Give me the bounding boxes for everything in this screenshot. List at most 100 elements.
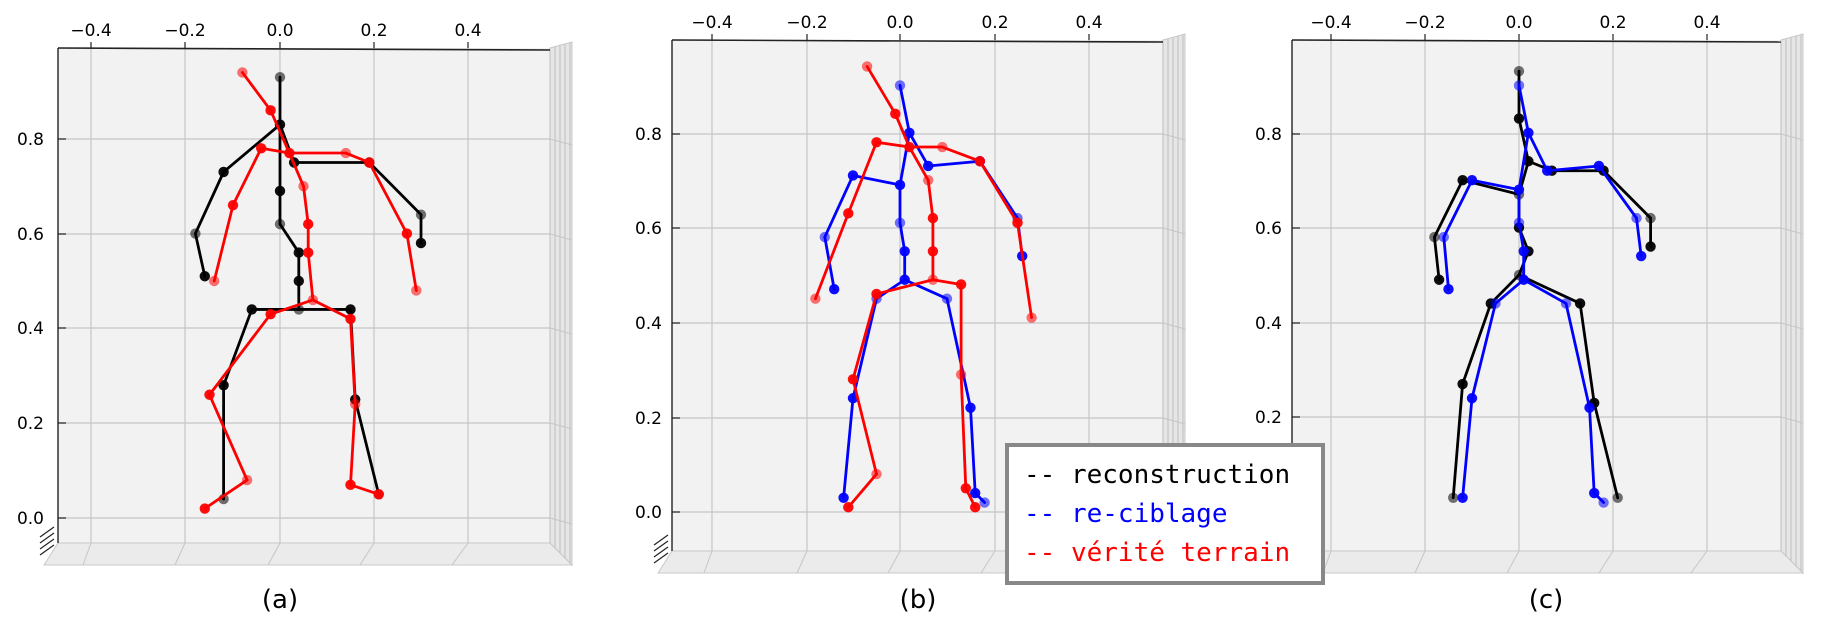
joint (843, 208, 854, 219)
side-grid (1780, 416, 1804, 424)
joint (1448, 492, 1459, 503)
joint (923, 160, 934, 172)
bone (959, 373, 968, 490)
z-tick-label: 0.0 (635, 503, 662, 523)
floor-grid (359, 542, 375, 566)
z-tick-label: 0.4 (17, 319, 44, 339)
joint (970, 502, 981, 513)
bone (367, 161, 423, 217)
joint (1584, 402, 1595, 413)
joint (941, 293, 953, 304)
bone (1517, 273, 1582, 305)
joint (303, 218, 314, 230)
joint (1443, 284, 1454, 295)
joint (345, 313, 356, 325)
joint (1560, 298, 1572, 309)
bone (1470, 302, 1497, 400)
y-axis-stub (653, 552, 669, 564)
x-axis-line (57, 47, 551, 51)
joint (1631, 212, 1642, 224)
bone (367, 161, 409, 236)
y-axis-stub (39, 544, 55, 556)
joint (1593, 160, 1605, 172)
panel-a: −0.4 −0.2 0.0 0.2 0.4 0.0 0.2 0.4 0.6 0.8 (a) (17, 21, 574, 615)
floor-grid (887, 550, 901, 574)
bone (903, 278, 949, 301)
floor-grid (796, 550, 808, 574)
joint (364, 157, 375, 168)
x-tick-label: −0.4 (1310, 13, 1351, 33)
joint (1518, 246, 1529, 257)
side-grid (549, 233, 573, 241)
bone (405, 232, 418, 292)
bone (945, 297, 972, 410)
floor-grid (703, 550, 713, 574)
skeleton-series-1 (1429, 65, 1656, 503)
y-axis-stub (653, 534, 669, 546)
joint (871, 288, 882, 300)
joint (204, 389, 215, 400)
joint (1457, 378, 1468, 390)
side-grid (549, 422, 573, 430)
z-tick-label: 0.0 (17, 509, 44, 529)
joint (970, 487, 981, 499)
side-grid (549, 327, 573, 335)
legend-item: -- vérité terrain (1024, 538, 1290, 568)
joint (1598, 497, 1609, 508)
x-tick-label: −0.2 (786, 13, 827, 33)
bone (851, 377, 878, 476)
x-tick-label: 0.2 (981, 13, 1008, 33)
joint (1429, 231, 1440, 243)
joint (1645, 241, 1656, 252)
bone (1461, 396, 1474, 500)
floor-grid (451, 542, 469, 566)
joint (256, 143, 267, 154)
bone (193, 170, 226, 236)
bone (231, 146, 263, 207)
joint (293, 275, 304, 287)
x-tick-label: 0.0 (1505, 13, 1532, 33)
joint (411, 285, 422, 296)
bone (908, 145, 930, 182)
joint (298, 181, 309, 192)
joint (241, 474, 253, 486)
joint (415, 209, 427, 220)
joint (927, 246, 939, 257)
joint (894, 80, 906, 91)
joint (237, 67, 248, 78)
joint (937, 141, 948, 153)
skeleton-series-2 (199, 67, 422, 514)
bone (1545, 164, 1601, 173)
joint (350, 399, 361, 410)
bone (208, 312, 273, 397)
joint (1645, 212, 1656, 224)
z-tick-label: 0.4 (1255, 314, 1282, 334)
bone (1522, 278, 1568, 305)
bone (1517, 117, 1530, 163)
x-tick-label: 0.2 (1599, 13, 1626, 33)
joint (218, 166, 229, 178)
joint (1513, 65, 1525, 77)
joint (904, 127, 915, 138)
joint (340, 147, 351, 159)
joint (960, 483, 971, 494)
joint (246, 304, 257, 315)
joint (227, 199, 239, 211)
panel-b: −0.4 −0.2 0.0 0.2 0.4 0.0 0.2 0.4 0.6 0.8 (b) (635, 13, 1187, 615)
bone (193, 232, 207, 278)
side-grid (1162, 417, 1186, 425)
bone (926, 178, 935, 220)
side-grid (1780, 133, 1804, 141)
joint (871, 137, 882, 148)
z-tick-label: 0.8 (635, 125, 662, 145)
bone (287, 151, 305, 188)
joint (861, 61, 873, 72)
z-tick-label: 0.8 (17, 130, 44, 150)
panel-c: −0.4 −0.2 0.0 0.2 0.4 0.2 0.4 0.6 0.8 (c) (1255, 13, 1805, 615)
joint (1438, 231, 1450, 243)
joint (1513, 113, 1525, 124)
joint (274, 218, 286, 230)
joint (1457, 175, 1468, 186)
legend: -- reconstruction -- re-ciblage -- vérité … (1005, 443, 1325, 585)
